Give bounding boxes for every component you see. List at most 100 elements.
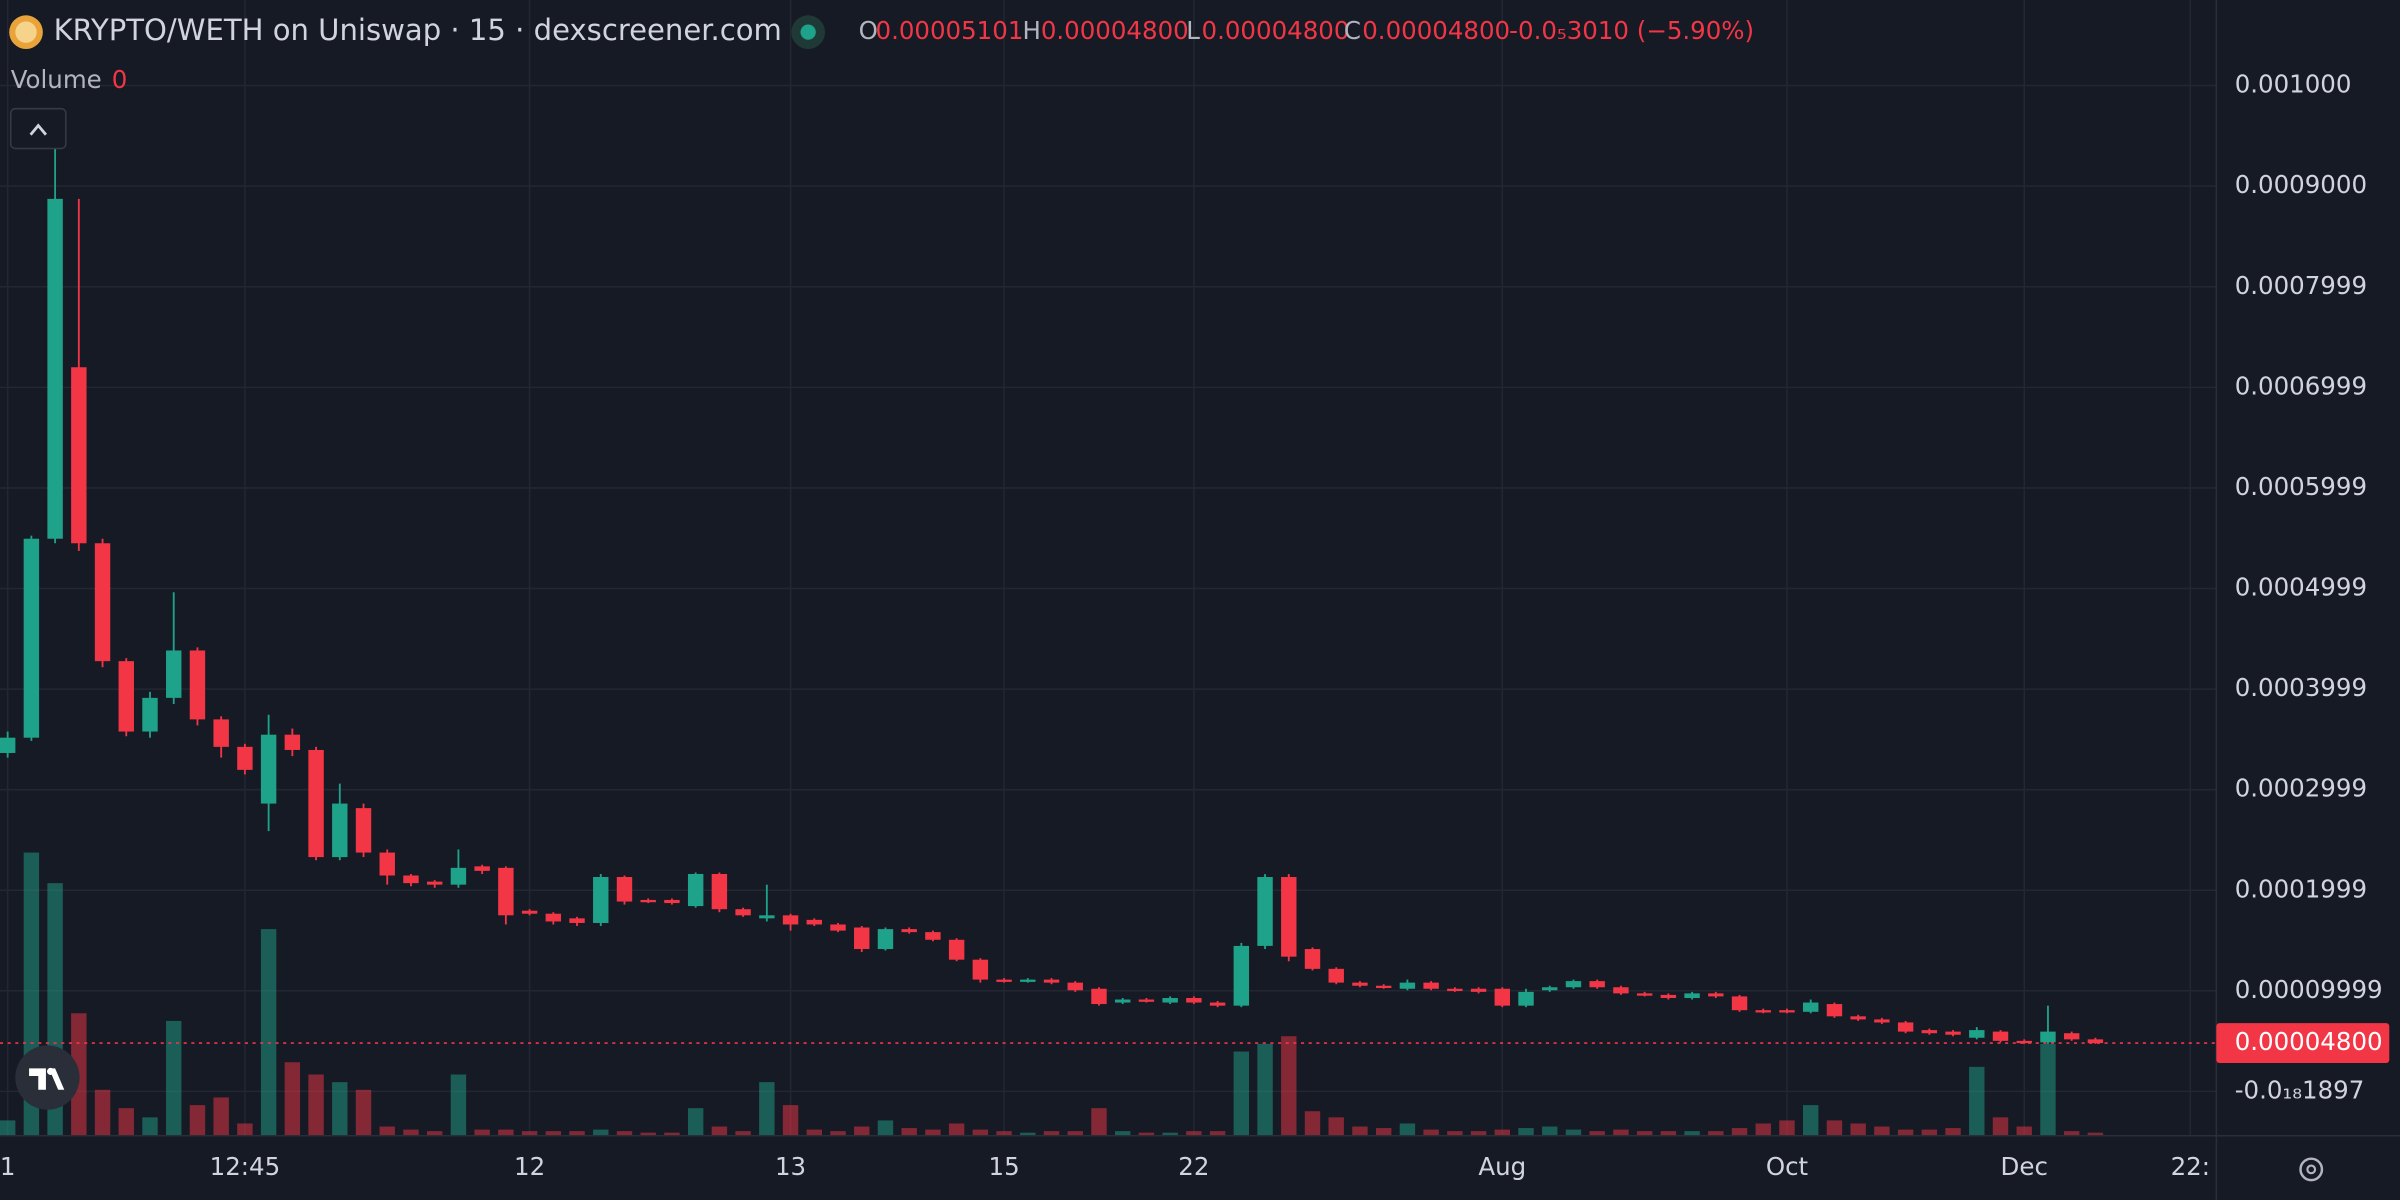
volume-bar — [1043, 1131, 1060, 1136]
candle-body — [854, 927, 870, 950]
candle-body — [1470, 988, 1487, 992]
y-tick-label: 0.001000 — [2235, 69, 2352, 98]
volume-bar — [284, 1062, 301, 1136]
candle-body — [2087, 1039, 2104, 1044]
volume-bar — [1660, 1131, 1677, 1136]
x-tick-label: Oct — [1766, 1152, 1809, 1181]
candle-body — [1779, 1010, 1795, 1013]
candle-body — [474, 866, 490, 871]
y-tick-label: 0.0007999 — [2235, 271, 2367, 300]
tradingview-logo[interactable] — [15, 1045, 80, 1110]
volume-bar — [308, 1074, 324, 1136]
candle-body — [1067, 982, 1083, 991]
volume-bar — [2016, 1126, 2032, 1136]
candle-body — [1138, 999, 1155, 1002]
settings-icon-center[interactable] — [2306, 1164, 2317, 1175]
candle-body — [1114, 999, 1131, 1003]
volume-bar — [1779, 1120, 1795, 1136]
volume-bar — [1897, 1129, 1914, 1136]
volume-bar — [118, 1108, 134, 1136]
candle-body — [213, 719, 229, 747]
volume-bar — [996, 1131, 1012, 1136]
volume-bar — [474, 1129, 490, 1136]
candle-body — [1186, 998, 1202, 1003]
candle-body — [142, 697, 158, 732]
candle-body — [1447, 988, 1463, 992]
volume-bar — [142, 1117, 158, 1136]
candle-body — [284, 734, 301, 750]
volume-bar — [1114, 1131, 1131, 1136]
ohlc-value: 0.00004800 — [1202, 16, 1350, 45]
tv-logo-mark[interactable] — [29, 1068, 65, 1090]
volume-bar — [2040, 1043, 2056, 1136]
candle-body — [782, 915, 799, 925]
y-tick-label: 0.00009999 — [2235, 975, 2383, 1004]
volume-bar — [806, 1129, 822, 1136]
token-logo-inner — [15, 21, 37, 43]
candle-body — [71, 367, 87, 544]
collapse-icon[interactable] — [29, 123, 47, 136]
x-tick-label: 12 — [514, 1152, 545, 1181]
candle-body — [23, 538, 40, 738]
settings-button[interactable] — [2299, 1157, 2324, 1182]
candle-body — [1731, 996, 1748, 1011]
y-tick-label: 0.0003999 — [2235, 673, 2367, 702]
candle-body — [1565, 981, 1582, 988]
volume-bar — [1209, 1131, 1226, 1136]
volume-bar — [1328, 1117, 1344, 1136]
volume-bar — [640, 1132, 656, 1136]
candle-body — [1708, 993, 1724, 997]
x-tick-label: 1 — [0, 1152, 15, 1181]
volume-bar — [1138, 1132, 1155, 1136]
candle-body — [379, 852, 395, 876]
candle-body — [1257, 877, 1273, 946]
y-tick-label: -0.0₁₈1897 — [2235, 1075, 2365, 1104]
volume-bar — [1423, 1129, 1439, 1136]
volume-bar — [877, 1120, 894, 1136]
y-tick-label: 0.0001999 — [2235, 874, 2367, 903]
x-tick-label: 13 — [775, 1152, 806, 1181]
volume-bar — [1850, 1123, 1866, 1136]
x-tick-label: Aug — [1478, 1152, 1526, 1181]
candle-body — [1043, 979, 1060, 983]
volume-bar — [1518, 1128, 1534, 1136]
volume-bar — [1186, 1131, 1202, 1136]
candle-body — [426, 881, 443, 885]
candle-body — [2040, 1031, 2056, 1043]
y-tick-label: 0.0006999 — [2235, 371, 2367, 400]
candle-body — [1636, 993, 1653, 996]
candle-body — [1281, 877, 1297, 957]
volume-value: 0 — [112, 65, 128, 94]
volume-bar — [901, 1128, 917, 1136]
candle-body — [1921, 1030, 1938, 1034]
volume-bar — [1375, 1128, 1392, 1136]
volume-bar — [403, 1129, 419, 1136]
volume-bar — [498, 1129, 514, 1136]
volume-bar — [616, 1131, 633, 1136]
volume-bar — [1684, 1131, 1700, 1136]
candle-body — [687, 873, 704, 907]
candle-body — [1233, 945, 1250, 1006]
candle-body — [332, 803, 348, 858]
candle-body — [450, 867, 467, 885]
status-dot — [800, 24, 816, 40]
volume-bar — [1281, 1036, 1297, 1136]
volume-bar — [1826, 1120, 1843, 1136]
volume-bar — [1803, 1105, 1819, 1136]
collapse-button-frame[interactable] — [9, 107, 67, 150]
chart-title: KRYPTO/WETH on Uniswap · 15 · dexscreene… — [54, 13, 782, 47]
settings-icon[interactable] — [2299, 1157, 2324, 1182]
volume-bar — [521, 1131, 538, 1136]
volume-bar — [1162, 1132, 1178, 1136]
tv-logo-circle[interactable] — [15, 1045, 80, 1110]
candle-body — [1162, 998, 1178, 1003]
candle-body — [711, 873, 728, 910]
volume-bar — [1636, 1131, 1653, 1136]
volume-bar — [972, 1129, 989, 1136]
volume-bar — [213, 1097, 229, 1136]
tv-logo-dot[interactable] — [46, 1067, 55, 1075]
collapse-button[interactable] — [9, 107, 67, 150]
volume-bar — [0, 1120, 16, 1136]
candle-body — [1874, 1019, 1890, 1023]
